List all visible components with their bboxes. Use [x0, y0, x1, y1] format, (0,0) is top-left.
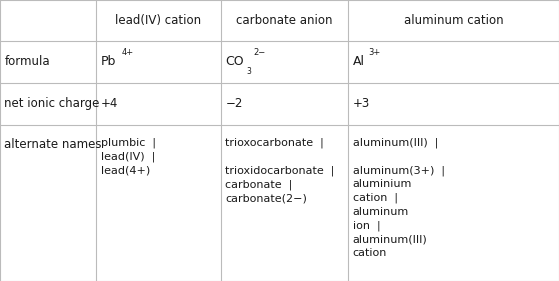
Text: formula: formula: [4, 55, 50, 68]
Text: net ionic charge: net ionic charge: [4, 98, 100, 110]
Text: +4: +4: [101, 98, 118, 110]
Text: +3: +3: [353, 98, 370, 110]
Text: carbonate anion: carbonate anion: [236, 14, 333, 27]
Text: 3: 3: [247, 67, 252, 76]
Text: CO: CO: [225, 55, 244, 68]
Text: Al: Al: [353, 55, 364, 68]
Text: aluminum cation: aluminum cation: [404, 14, 504, 27]
Text: plumbic  |
lead(IV)  |
lead(4+): plumbic | lead(IV) | lead(4+): [101, 137, 155, 176]
Text: lead(IV) cation: lead(IV) cation: [115, 14, 202, 27]
Text: aluminum(III)  |

aluminum(3+)  |
aluminium
cation  |
aluminum
ion  |
aluminum(I: aluminum(III) | aluminum(3+) | aluminium…: [353, 137, 445, 258]
Text: 2−: 2−: [253, 48, 266, 57]
Text: 4+: 4+: [122, 48, 134, 57]
Text: Pb: Pb: [101, 55, 116, 68]
Text: −2: −2: [225, 98, 243, 110]
Text: alternate names: alternate names: [4, 137, 102, 151]
Text: 3+: 3+: [368, 48, 381, 57]
Text: trioxocarbonate  |

trioxidocarbonate  |
carbonate  |
carbonate(2−): trioxocarbonate | trioxidocarbonate | ca…: [225, 137, 335, 203]
